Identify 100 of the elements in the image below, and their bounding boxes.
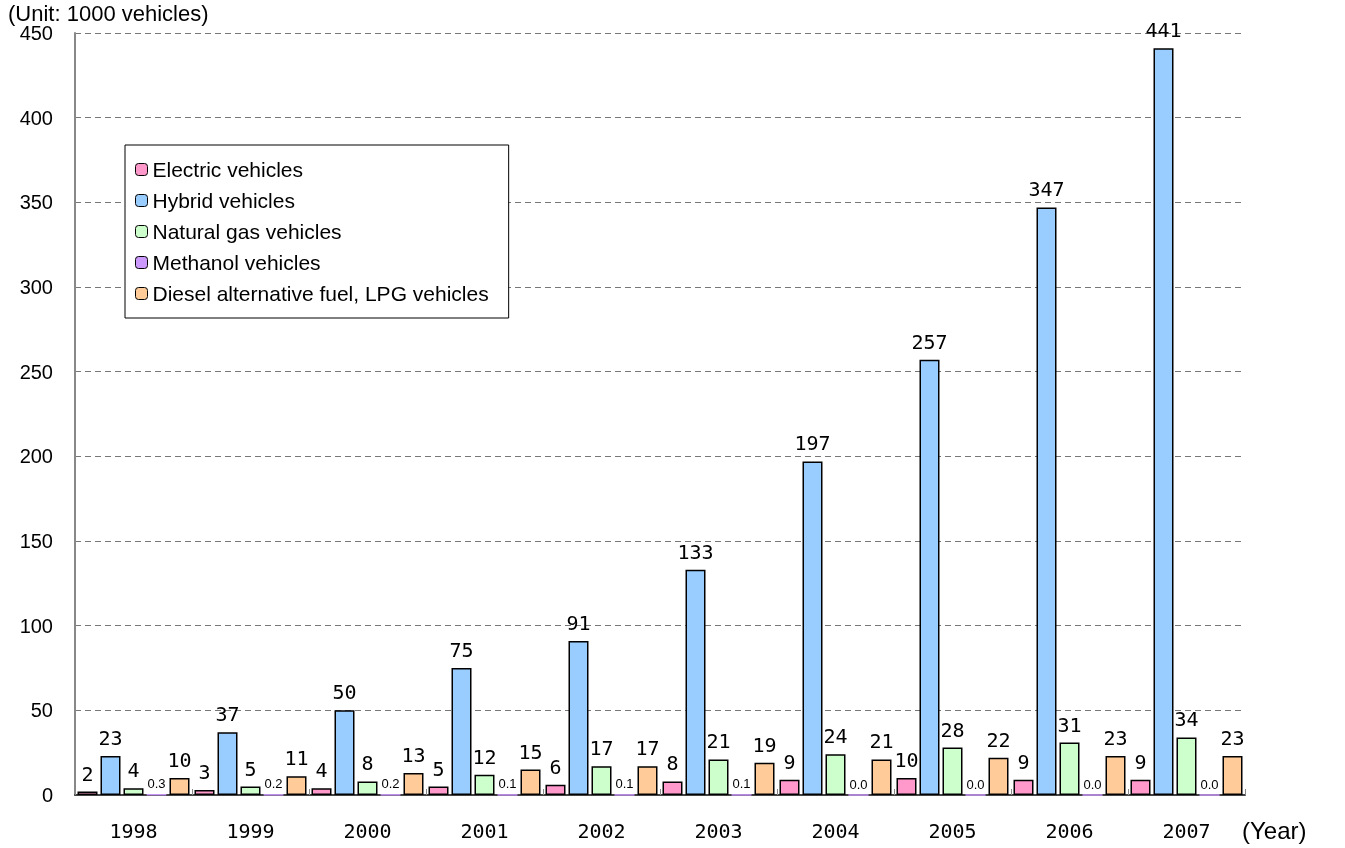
legend-label: Methanol vehicles [152, 251, 321, 274]
data-label: 5 [432, 756, 445, 781]
data-label: 8 [666, 751, 679, 776]
bar [403, 772, 424, 795]
data-label: 24 [823, 724, 848, 749]
x-tick-label: 1999 [226, 819, 275, 843]
data-label: 22 [986, 727, 1011, 752]
bar [474, 774, 495, 795]
x-tick-label: 2000 [343, 819, 392, 843]
bar [286, 776, 307, 795]
data-label: 21 [706, 729, 731, 754]
data-label: 3 [198, 759, 211, 784]
bar [1013, 779, 1034, 795]
bar [169, 778, 190, 795]
bar [311, 788, 332, 795]
data-label: 10 [894, 748, 919, 773]
bar [357, 781, 378, 795]
data-label: 0.2 [264, 776, 283, 792]
data-label: 31 [1057, 712, 1082, 737]
bar [754, 762, 775, 795]
y-tick-label: 300 [19, 276, 53, 298]
data-label: 441 [1145, 18, 1182, 43]
data-label: 0.0 [849, 776, 868, 792]
data-label: 34 [1174, 707, 1199, 732]
data-label: 91 [566, 610, 591, 635]
bar [1036, 207, 1057, 795]
data-label: 0.0 [1200, 776, 1219, 792]
bar [919, 359, 940, 795]
y-tick-label: 50 [30, 699, 53, 722]
x-tick-label: 2005 [928, 819, 977, 843]
data-label: 10 [167, 748, 192, 773]
data-label: 9 [1017, 749, 1030, 774]
x-axis-title: (Year) [1242, 816, 1307, 844]
data-label: 37 [215, 702, 240, 727]
y-tick-label: 250 [19, 360, 53, 383]
bar [194, 789, 215, 795]
x-tick-label: 2004 [811, 819, 860, 843]
bar [334, 710, 355, 795]
legend-label: Electric vehicles [152, 158, 304, 181]
data-label: 4 [315, 758, 328, 783]
bar [871, 759, 892, 795]
data-label: 9 [1134, 749, 1147, 774]
data-label: 4 [127, 758, 140, 783]
data-label: 0.1 [615, 776, 634, 792]
bar [217, 732, 238, 795]
bar [451, 668, 472, 795]
data-label: 0.0 [1083, 776, 1102, 792]
bar [545, 784, 566, 795]
data-label: 23 [1103, 726, 1128, 751]
data-label: 2 [81, 761, 94, 786]
data-label: 257 [911, 329, 948, 354]
bar [123, 788, 144, 795]
bar [520, 769, 541, 795]
y-tick-label: 400 [19, 106, 53, 129]
y-tick-label: 100 [19, 614, 53, 637]
data-label: 0.1 [498, 776, 517, 792]
y-tick-label: 350 [19, 191, 53, 214]
data-label: 347 [1028, 177, 1065, 202]
data-label: 75 [449, 638, 474, 662]
data-label: 0.3 [147, 776, 166, 792]
x-tick-label: 2006 [1045, 819, 1094, 843]
x-tick-label: 2007 [1162, 819, 1211, 843]
data-label: 0.2 [381, 776, 400, 792]
bar [637, 766, 658, 795]
data-label: 23 [98, 726, 123, 751]
legend-label: Hybrid vehicles [152, 189, 295, 212]
bar [662, 781, 683, 795]
data-label: 21 [869, 729, 894, 754]
data-label: 13 [401, 742, 426, 767]
bar [568, 640, 589, 795]
bar [1130, 779, 1151, 795]
data-label: 50 [332, 680, 357, 705]
bar [825, 754, 846, 795]
bar [942, 747, 963, 795]
x-tick-label: 2003 [694, 819, 743, 843]
bar [1105, 756, 1126, 795]
bar [779, 779, 800, 795]
y-tick-label: 0 [41, 784, 53, 806]
data-label: 9 [783, 749, 796, 774]
x-tick-label: 1998 [109, 819, 158, 843]
data-label: 5 [244, 756, 257, 781]
data-label: 0.1 [732, 776, 751, 792]
bar [896, 778, 917, 795]
data-label: 12 [472, 744, 497, 769]
data-label: 133 [677, 539, 714, 564]
data-label: 17 [589, 736, 614, 761]
bar [802, 461, 823, 795]
bar [240, 786, 261, 795]
bar [100, 756, 121, 795]
data-label: 28 [940, 717, 965, 742]
bar [591, 766, 612, 795]
y-tick-label: 200 [19, 445, 53, 468]
bar [1176, 737, 1197, 795]
data-label: 15 [518, 739, 543, 764]
legend-label: Diesel alternative fuel, LPG vehicles [152, 282, 489, 305]
x-tick-label: 2001 [460, 819, 509, 843]
x-tick-label: 2002 [577, 819, 626, 843]
bar [685, 569, 706, 795]
y-tick-label: 150 [19, 530, 53, 552]
data-label: 8 [361, 751, 374, 776]
